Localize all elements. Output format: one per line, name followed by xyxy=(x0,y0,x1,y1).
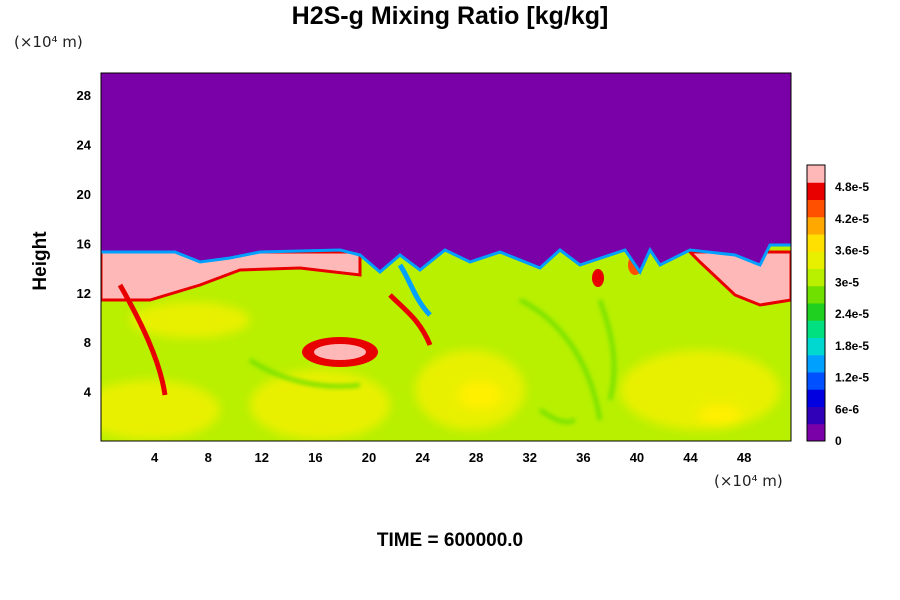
colorbar-label: 4.2e-5 xyxy=(835,212,869,226)
y-tick-label: 8 xyxy=(84,335,91,350)
pink-cap-right xyxy=(686,250,791,307)
colorbar-swatch xyxy=(807,354,825,373)
colorbar-frame xyxy=(806,164,826,442)
red-plume xyxy=(117,283,168,396)
red-streak xyxy=(388,293,433,346)
x-tick-label: 28 xyxy=(469,450,483,465)
x-tick-label: 40 xyxy=(630,450,644,465)
pink-blob xyxy=(314,344,366,360)
colorbar-swatch xyxy=(807,268,825,287)
plot-frame xyxy=(100,72,792,442)
colorbar-label: 3e-5 xyxy=(835,275,859,289)
colorbar-swatch xyxy=(807,372,825,390)
y-tick-label: 20 xyxy=(77,187,91,202)
colorbar-swatch xyxy=(807,320,825,338)
pink-cap-left xyxy=(101,250,362,302)
y-axis-unit: (×10⁴ m) xyxy=(14,33,83,51)
y-tick-label: 12 xyxy=(77,286,91,301)
colorbar-swatch xyxy=(807,216,825,235)
colorbar-swatch xyxy=(807,251,825,269)
colorbar-label: 3.6e-5 xyxy=(835,244,869,258)
colorbar-label: 1.8e-5 xyxy=(835,339,869,353)
colorbar-label: 1.2e-5 xyxy=(835,371,869,385)
x-tick-label: 36 xyxy=(576,450,590,465)
upper-field xyxy=(101,73,791,272)
colorbar-swatch xyxy=(807,199,825,218)
colorbar-swatch xyxy=(807,303,825,321)
colorbar-swatch xyxy=(807,285,825,304)
field-layer xyxy=(101,73,791,441)
colorbar: 0 6e-6 1.2e-5 1.8e-5 2.4e-5 3e-5 3.6e-5 4.2e-5 4… xyxy=(806,164,869,448)
x-tick-label: 44 xyxy=(683,450,698,465)
interface-line xyxy=(101,243,791,276)
x-tick-label: 20 xyxy=(362,450,376,465)
x-tick-label: 24 xyxy=(415,450,430,465)
colorbar-swatch xyxy=(807,165,825,183)
colorbar-swatch xyxy=(807,234,825,252)
colorbar-swatch xyxy=(807,182,825,200)
colorbar-swatch xyxy=(807,389,825,407)
colorbar-label: 4.8e-5 xyxy=(835,180,869,194)
colorbar-label: 2.4e-5 xyxy=(835,307,869,321)
x-tick-label: 8 xyxy=(205,450,212,465)
x-tick-label: 48 xyxy=(737,450,751,465)
y-tick-label: 16 xyxy=(77,236,91,251)
colorbar-label: 0 xyxy=(835,434,842,448)
colorbar-swatch xyxy=(807,406,825,425)
chart-title: H2S-g Mixing Ratio [kg/kg] xyxy=(291,2,609,30)
green-filaments xyxy=(248,298,617,424)
y-axis-ticks: 4 8 12 16 20 24 28 xyxy=(77,88,92,399)
x-tick-label: 12 xyxy=(255,450,269,465)
y-tick-label: 28 xyxy=(77,88,91,103)
red-dot-36 xyxy=(592,269,604,287)
time-readout: TIME = 600000.0 xyxy=(376,530,524,551)
y-tick-label: 24 xyxy=(77,138,92,153)
colorbar-swatch xyxy=(807,337,825,356)
x-axis-ticks: 4 8 12 16 20 24 28 32 36 40 44 48 xyxy=(151,450,751,465)
x-axis-unit: (×10⁴ m) xyxy=(714,472,783,490)
colorbar-swatch xyxy=(807,423,825,442)
blue-streak xyxy=(397,263,432,317)
x-tick-label: 32 xyxy=(523,450,537,465)
y-tick-label: 4 xyxy=(84,385,92,400)
colorbar-label: 6e-6 xyxy=(835,402,859,416)
x-tick-label: 4 xyxy=(151,450,159,465)
x-tick-label: 16 xyxy=(308,450,322,465)
